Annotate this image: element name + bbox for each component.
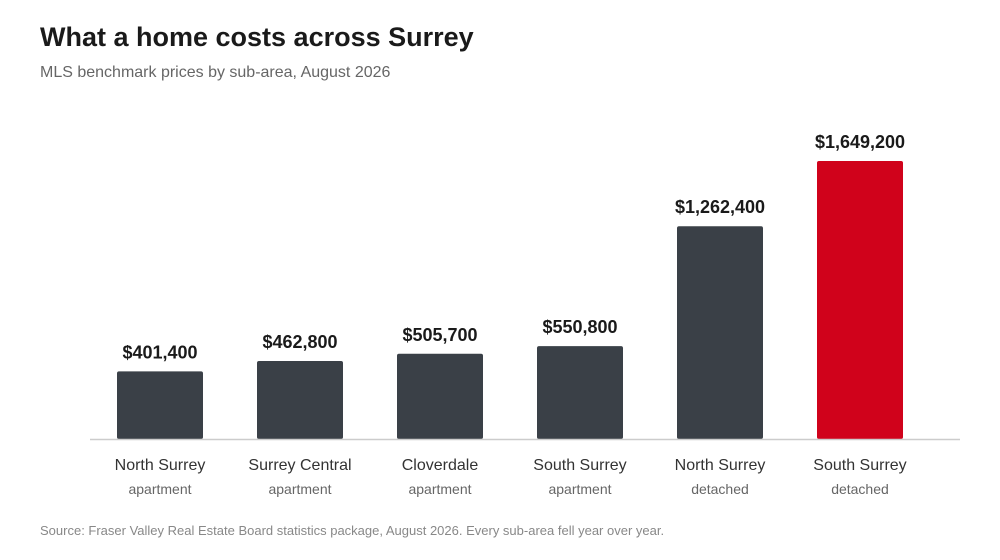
bar-value-label: $401,400	[122, 342, 197, 362]
category-label: South Surrey	[813, 457, 906, 474]
bar	[677, 226, 763, 439]
category-type-label: detached	[691, 481, 749, 497]
bar	[257, 360, 343, 439]
chart-subtitle: MLS benchmark prices by sub-area, August…	[40, 64, 391, 81]
category-type-label: apartment	[268, 481, 331, 497]
chart-title: What a home costs across Surrey	[40, 22, 474, 52]
source-note: Source: Fraser Valley Real Estate Board …	[40, 523, 665, 538]
bar-value-label: $1,649,200	[815, 132, 905, 152]
bar	[817, 161, 903, 439]
bar	[537, 346, 623, 439]
category-type-label: detached	[831, 481, 889, 497]
category-type-label: apartment	[408, 481, 471, 497]
category-label: Cloverdale	[402, 457, 479, 474]
category-label: South Surrey	[533, 457, 626, 474]
category-label: North Surrey	[675, 457, 766, 474]
category-type-label: apartment	[128, 481, 191, 497]
bar	[117, 371, 203, 439]
bar-value-label: $1,262,400	[675, 197, 765, 217]
bar-value-label: $505,700	[402, 325, 477, 345]
category-label: North Surrey	[115, 457, 206, 474]
bar-value-label: $550,800	[542, 317, 617, 337]
category-label: Surrey Central	[248, 457, 351, 474]
category-type-label: apartment	[548, 481, 611, 497]
bar	[397, 353, 483, 439]
bar-value-label: $462,800	[262, 332, 337, 352]
